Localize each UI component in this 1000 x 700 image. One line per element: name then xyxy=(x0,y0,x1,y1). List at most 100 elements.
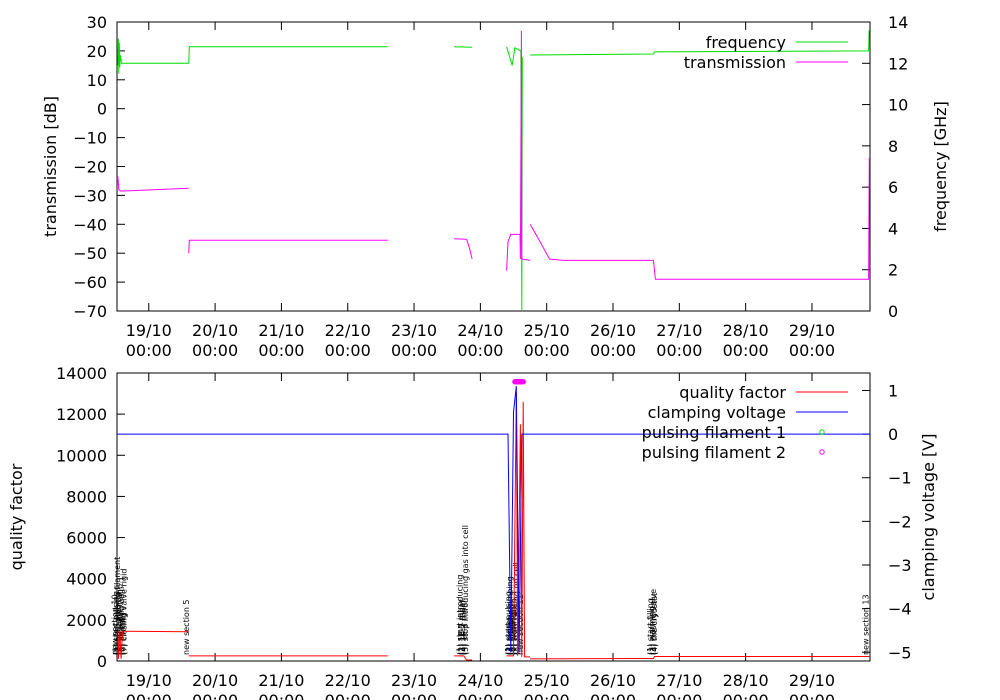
y-tick-label: 12000 xyxy=(56,405,107,424)
event-annotation: (1) start filling xyxy=(646,598,655,655)
event-annotation: new section 10 xyxy=(110,594,119,655)
x-tick-time: 00:00 xyxy=(789,691,835,700)
y2-tick-label: 1 xyxy=(888,381,898,400)
event-annotation: (3) adjusting xyxy=(114,604,123,655)
y-tick-label: 0 xyxy=(97,652,107,671)
y2-tick-label: 14 xyxy=(888,13,908,32)
event-annotation: (4) increase temp xyxy=(116,584,125,655)
x-tick-time: 00:00 xyxy=(457,691,503,700)
x-tick-label: 23/1000:00 xyxy=(391,671,437,700)
x-tick-date: 26/10 xyxy=(590,671,636,690)
event-annotation: new section 5 xyxy=(182,599,191,655)
event-annotation: (3) 1E-2 mbar xyxy=(458,599,467,655)
legend-label: clamping voltage xyxy=(648,403,786,422)
x-tick-date: 21/10 xyxy=(258,671,304,690)
y2-tick-label: 0 xyxy=(888,302,898,321)
x-tick-label: 25/1000:00 xyxy=(524,671,570,700)
x-tick-label: 22/1000:00 xyxy=(325,671,371,700)
y-tick-label: 14000 xyxy=(56,364,107,383)
x-tick-date: 29/10 xyxy=(789,321,835,340)
legend-label: pulsing filament 2 xyxy=(642,443,786,462)
y2-tick-label: 4 xyxy=(888,219,898,238)
y2-tick-label: −3 xyxy=(888,556,912,575)
event-annotation: (8) start pulsing on cell xyxy=(512,562,521,655)
x-tick-date: 19/10 xyxy=(126,671,172,690)
event-annotation: (6) heating xyxy=(508,611,517,655)
event-annotation: (4) 1E-1 mbar xyxy=(460,599,469,655)
y2-tick-label: 12 xyxy=(888,54,908,73)
series-line-frequency xyxy=(530,30,870,56)
series-line-frequency xyxy=(188,46,388,64)
event-annotation: (2) warming xyxy=(647,606,656,655)
y2-tick-label: −2 xyxy=(888,512,912,531)
series-line-frequency xyxy=(506,46,523,312)
event-annotation: new section 11 xyxy=(516,594,525,655)
legend-label: quality factor xyxy=(679,383,786,402)
y2-tick-label: 10 xyxy=(888,96,908,115)
x-tick-date: 24/10 xyxy=(457,671,503,690)
x-tick-date: 22/10 xyxy=(325,671,371,690)
series-line-quality-factor xyxy=(454,655,473,661)
x-tick-time: 00:00 xyxy=(656,691,702,700)
x-tick-label: 21/1000:00 xyxy=(258,671,304,700)
series-line-quality-factor xyxy=(506,393,531,658)
x-tick-time: 00:00 xyxy=(258,341,304,360)
y-tick-label: 30 xyxy=(87,13,107,32)
series-line-clamping-voltage xyxy=(117,386,870,653)
x-tick-label: 28/1000:00 xyxy=(723,671,769,700)
x-tick-date: 26/10 xyxy=(590,321,636,340)
x-tick-date: 25/10 xyxy=(524,321,570,340)
x-tick-time: 00:00 xyxy=(126,341,172,360)
x-tick-label: 27/1000:00 xyxy=(656,671,702,700)
y-tick-label: 20 xyxy=(87,42,107,61)
x-tick-date: 20/10 xyxy=(192,671,238,690)
y-tick-label: −70 xyxy=(73,302,107,321)
y2-tick-label: 8 xyxy=(888,137,898,156)
x-tick-date: 19/10 xyxy=(126,321,172,340)
y-tick-label: 8000 xyxy=(66,487,107,506)
series-line-quality-factor xyxy=(117,630,189,659)
y-tick-label: 10 xyxy=(87,71,107,90)
y-tick-label: −30 xyxy=(73,186,107,205)
legend-marker xyxy=(819,449,825,455)
series-line-transmission xyxy=(116,176,189,192)
event-annotation: (1) start pulsing xyxy=(111,591,120,655)
x-tick-date: 27/10 xyxy=(656,671,702,690)
legend-label: frequency xyxy=(706,33,786,52)
series-point-pulsing-filament-2 xyxy=(520,379,526,385)
x-tick-label: 24/1000:00 xyxy=(457,671,503,700)
y2-axis-title: frequency [GHz] xyxy=(931,101,950,232)
series-line-transmission xyxy=(506,30,531,271)
y-tick-label: 0 xyxy=(97,100,107,119)
event-annotation: (2) pulse xyxy=(505,620,514,655)
legend-marker xyxy=(819,429,825,435)
x-tick-date: 20/10 xyxy=(192,321,238,340)
x-tick-label: 20/1000:00 xyxy=(192,671,238,700)
x-tick-time: 00:00 xyxy=(325,341,371,360)
x-tick-date: 21/10 xyxy=(258,321,304,340)
y-tick-label: −10 xyxy=(73,129,107,148)
event-annotation: (7) closing valve rigid xyxy=(120,569,129,655)
x-tick-date: 23/10 xyxy=(391,321,437,340)
series-line-frequency xyxy=(117,38,189,74)
event-annotation: (1) start introducing xyxy=(455,575,464,655)
y-tick-label: 10000 xyxy=(56,446,107,465)
legend-label: transmission xyxy=(684,53,786,72)
event-annotation: (5) cooling xyxy=(507,612,516,655)
y-tick-label: −20 xyxy=(73,158,107,177)
plot-frame xyxy=(116,372,871,662)
x-tick-date: 29/10 xyxy=(789,671,835,690)
x-tick-time: 00:00 xyxy=(258,691,304,700)
transmission-frequency-chart: 3020100−10−20−30−40−50−60−70141210864201… xyxy=(41,13,950,360)
y2-tick-label: 2 xyxy=(888,261,898,280)
